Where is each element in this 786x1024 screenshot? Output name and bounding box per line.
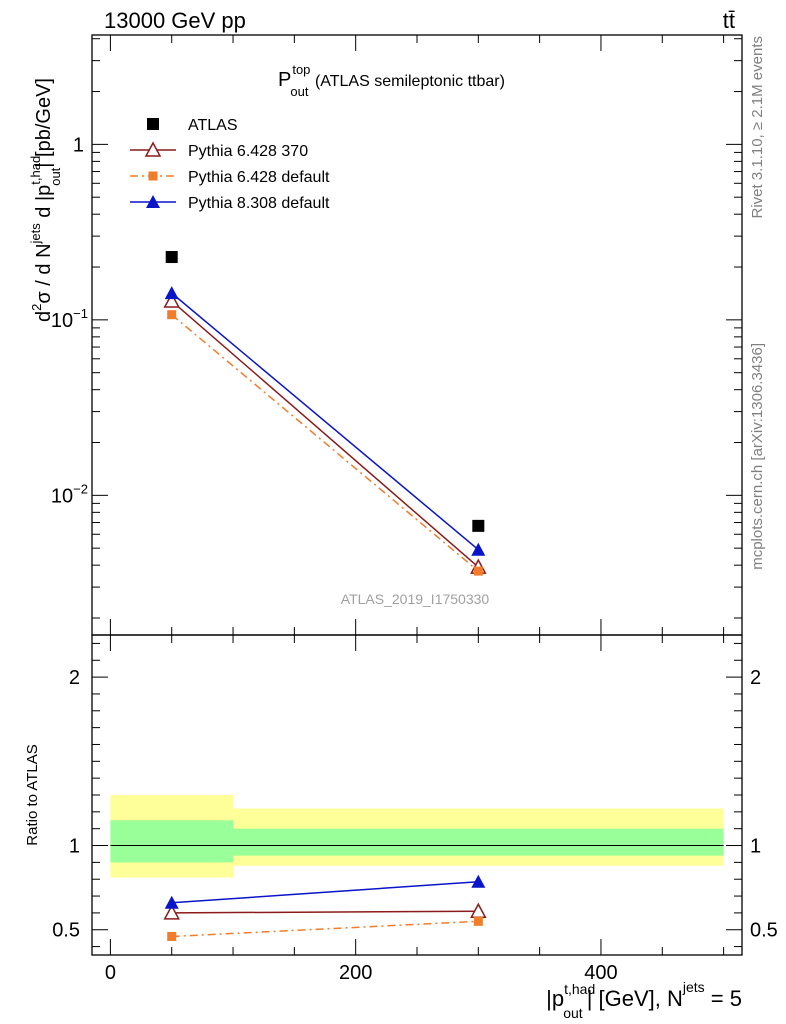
- main-line-py8_default: [171, 292, 479, 551]
- legend-marker-atlas: [147, 118, 159, 130]
- uncertainty-band-inner-1: [233, 828, 724, 856]
- main-point-atlas-0: [165, 251, 178, 264]
- main-point-atlas-1: [472, 519, 485, 532]
- ratio-ytick-label-right-0: 0.5: [750, 920, 778, 942]
- ratio-line-py8_default: [171, 880, 479, 904]
- ratio-ytick-label-right-1: 1: [750, 836, 761, 858]
- legend-label-py6_370: Pythia 6.428 370: [188, 143, 308, 160]
- mcplots-label: mcplots.cern.ch [arXiv:1306.3436]: [749, 343, 766, 570]
- ratio-line-py6_370: [171, 910, 479, 914]
- plot-title-sup: top: [292, 62, 310, 77]
- main-point-py6_default-1: [473, 566, 483, 576]
- rivet-label: Rivet 3.1.10, ≥ 2.1M events: [749, 36, 766, 219]
- ratio-point-py8_default-0: [164, 895, 179, 909]
- main-point-py6_default-0: [167, 310, 177, 320]
- legend-marker-py6_default: [148, 171, 158, 181]
- legend-label-py6_default: Pythia 6.428 default: [188, 169, 330, 186]
- ratio-point-py6_default-0: [167, 931, 177, 941]
- x-tick-label-0: 0: [105, 962, 116, 984]
- legend-label-atlas: ATLAS: [188, 117, 238, 134]
- ratio-point-py6_default-1: [473, 916, 483, 926]
- main-ytick-label-2: 10−2: [51, 481, 88, 507]
- x-axis-label: |pt,had out| [GeV], Njets = 5: [546, 979, 742, 1021]
- main-line-py6_370: [171, 300, 479, 568]
- ratio-line-py6_default: [171, 920, 479, 938]
- ratio-ytick-label-left-0: 0.5: [52, 920, 80, 942]
- uncertainty-band-inner-0: [110, 820, 234, 863]
- main-ytick-label-0: 1: [73, 134, 84, 156]
- plot-title: Ptop out (ATLAS semileptonic ttbar): [278, 62, 505, 99]
- legend-label-py8_default: Pythia 8.308 default: [188, 195, 330, 212]
- ratio-point-py6_370-0: [163, 904, 180, 920]
- plot-title-sub: out: [290, 84, 308, 99]
- main-ylabel: d2σ / d Njets d |pt,had out| [pb/GeV]: [28, 78, 63, 322]
- plot-title-main: P: [278, 69, 291, 91]
- ratio-ytick-label-left-2: 2: [69, 667, 80, 689]
- ratio-ytick-label-left-1: 1: [69, 836, 80, 858]
- ratio-ytick-label-right-2: 2: [750, 667, 761, 689]
- legend-marker-py8_default: [146, 195, 160, 208]
- x-tick-label-1: 200: [339, 962, 372, 984]
- collision-label: 13000 GeV pp: [104, 8, 246, 33]
- process-label: tt̄: [723, 8, 735, 33]
- analysis-watermark: ATLAS_2019_I1750330: [341, 591, 490, 607]
- main-point-py8_default-0: [164, 286, 179, 300]
- x-tick-label-2: 400: [584, 962, 617, 984]
- main-point-py8_default-1: [471, 542, 486, 556]
- main-ytick-label-1: 10−1: [51, 306, 88, 332]
- plot-title-rest: (ATLAS semileptonic ttbar): [311, 73, 505, 90]
- legend-marker-py6_370: [144, 141, 162, 157]
- ratio-point-py8_default-1: [471, 874, 486, 888]
- ratio-ylabel: Ratio to ATLAS: [24, 744, 41, 845]
- main-point-py6_370-0: [163, 292, 180, 308]
- main-line-py6_default: [171, 314, 479, 572]
